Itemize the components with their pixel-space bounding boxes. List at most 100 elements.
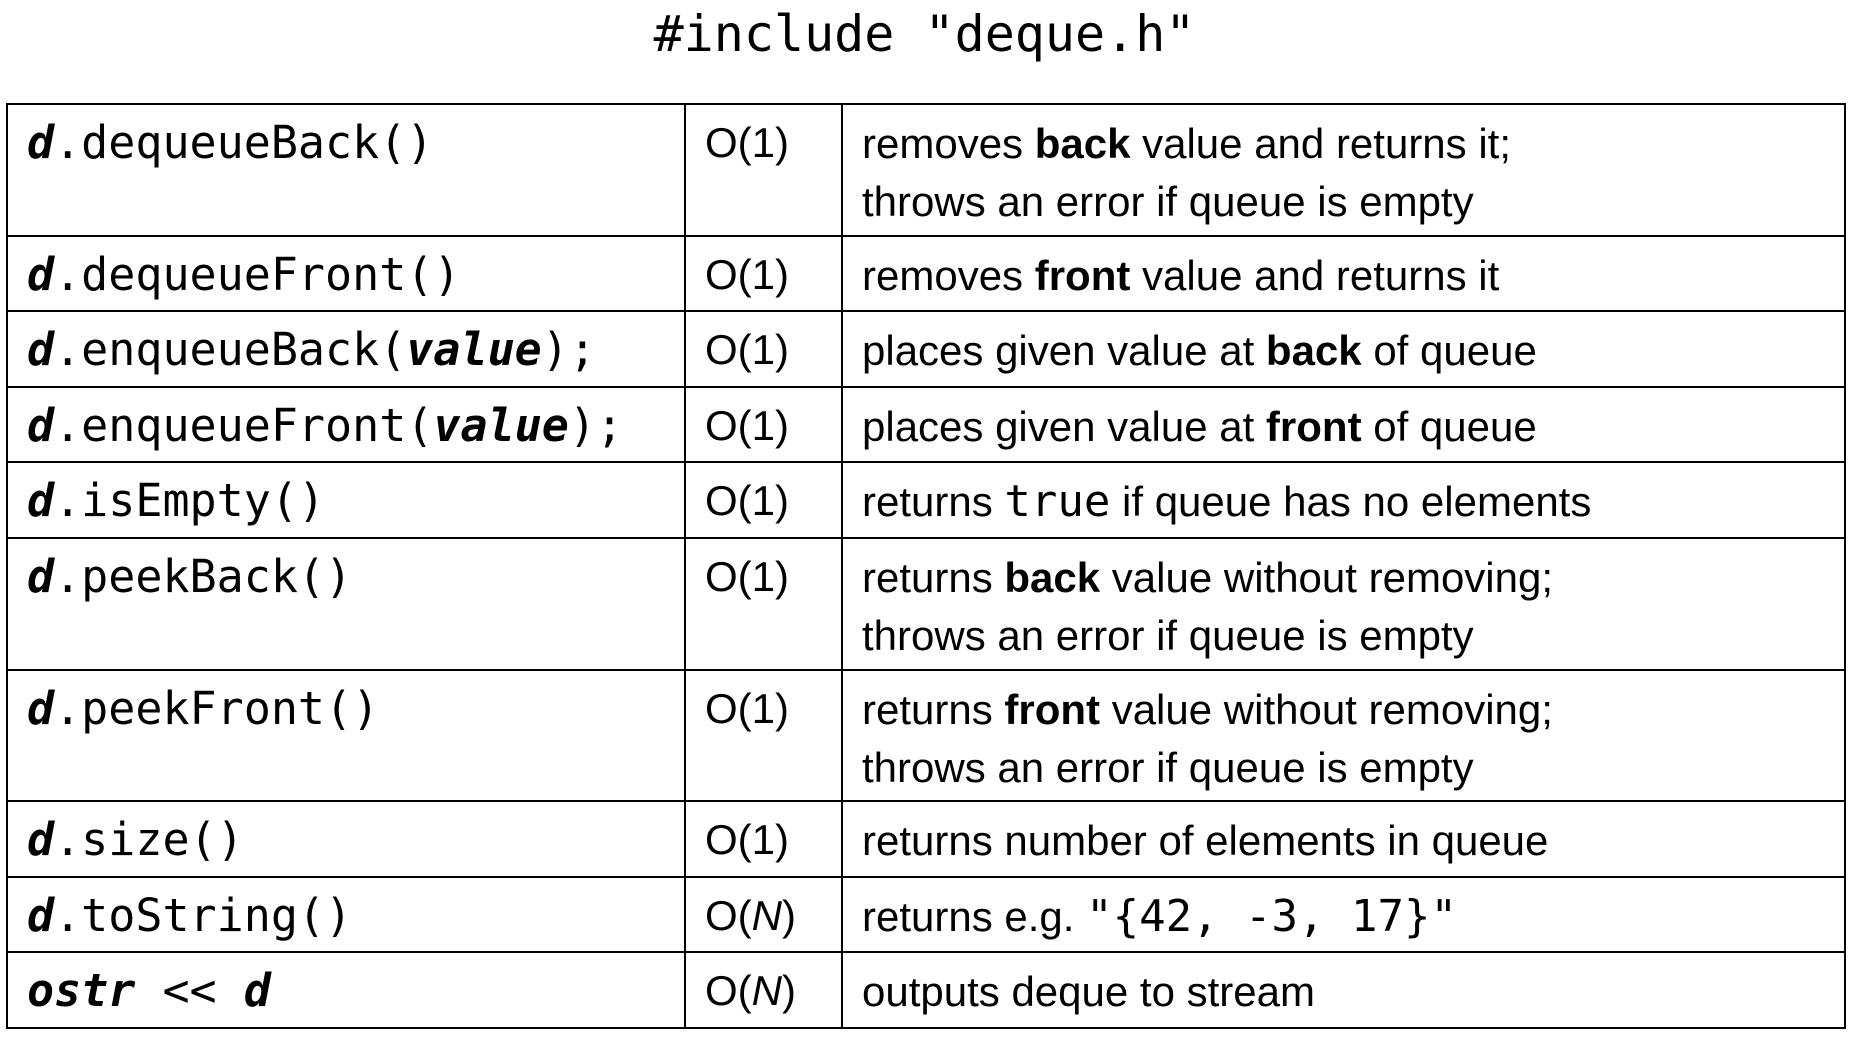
complexity-prefix: O(1 xyxy=(705,477,776,525)
method-cell: ostr << d xyxy=(6,951,686,1029)
complexity-n: N xyxy=(751,891,782,939)
object-name: d xyxy=(27,888,55,942)
method-cell: d.peekFront() xyxy=(6,668,686,803)
description-keyword: back xyxy=(1034,120,1131,167)
description-text: returns number of elements in queue xyxy=(862,817,1549,865)
method-argument: value xyxy=(433,398,569,452)
method-cell: d.dequeueBack() xyxy=(6,103,686,237)
table-row: d.dequeueFront() O(1) removes front valu… xyxy=(6,234,1846,313)
object-name: d xyxy=(27,323,55,377)
description-keyword: front xyxy=(1034,251,1131,299)
description-text-after: value and returns it xyxy=(1130,251,1500,299)
description-line-2: throws an error if queue is empty xyxy=(862,743,1474,791)
method-signature: .toString() xyxy=(54,888,353,942)
table-row: d.dequeueBack() O(1) removes back value … xyxy=(6,103,1846,237)
object-name: ostr xyxy=(27,964,136,1018)
description-cell: places given value at front of queue xyxy=(841,385,1846,464)
object-name: d xyxy=(27,247,55,301)
complexity-prefix: O(1 xyxy=(705,326,776,374)
complexity-prefix: O(1 xyxy=(705,250,776,298)
table-row: ostr << d O(N) outputs deque to stream xyxy=(6,951,1846,1029)
description-text-after: value and returns it; xyxy=(1130,120,1511,167)
description-cell: returns e.g. "{42, -3, 17}" xyxy=(841,875,1846,954)
complexity-cell: O(1) xyxy=(684,310,843,388)
method-signature: .size() xyxy=(54,813,244,867)
complexity-suffix: ) xyxy=(775,477,790,525)
object-name: d xyxy=(27,398,55,452)
table-row: d.isEmpty() O(1) returns true if queue h… xyxy=(6,461,1846,539)
description-text: places given value at xyxy=(862,327,1266,375)
description-text-after: of queue xyxy=(1361,327,1537,375)
complexity-suffix: ) xyxy=(775,552,790,600)
table-row: d.size() O(1) returns number of elements… xyxy=(6,800,1846,878)
object-name: d xyxy=(27,116,55,169)
complexity-cell: O(1) xyxy=(684,103,843,237)
description-cell: returns back value without removing; thro… xyxy=(841,536,1846,671)
method-cell: d.toString() xyxy=(6,875,686,954)
complexity-suffix: ) xyxy=(775,119,790,166)
table-row: d.toString() O(N) returns e.g. "{42, -3,… xyxy=(6,875,1846,954)
complexity-prefix: O(1 xyxy=(705,552,776,600)
complexity-prefix: O(1 xyxy=(705,684,776,732)
table-row: d.peekBack() O(1) returns back value wit… xyxy=(6,536,1846,671)
description-cell: removes front value and returns it xyxy=(841,234,1846,313)
complexity-suffix: ) xyxy=(775,401,790,449)
description-code: true xyxy=(1004,476,1111,528)
description-text-after: of queue xyxy=(1361,402,1537,450)
complexity-cell: O(N) xyxy=(684,951,843,1029)
description-text: returns xyxy=(862,553,1005,601)
complexity-prefix: O(1 xyxy=(705,119,776,166)
description-line-2: throws an error if queue is empty xyxy=(862,611,1474,659)
complexity-prefix: O( xyxy=(705,891,752,939)
complexity-prefix: O(1 xyxy=(705,816,776,864)
complexity-suffix: ) xyxy=(775,684,790,732)
method-signature: .peekFront() xyxy=(54,681,380,735)
complexity-cell: O(N) xyxy=(684,875,843,954)
description-text: returns xyxy=(862,478,1005,526)
object-name: d xyxy=(27,681,55,735)
object-name: d xyxy=(27,474,55,528)
object-name: d xyxy=(27,549,55,603)
method-signature: .isEmpty() xyxy=(54,474,326,528)
description-text: outputs deque to stream xyxy=(862,968,1315,1016)
complexity-cell: O(1) xyxy=(684,536,843,671)
method-argument: d xyxy=(243,964,271,1018)
complexity-n: N xyxy=(751,967,782,1015)
method-tail: ); xyxy=(541,323,596,377)
description-code: "{42, -3, 17}" xyxy=(1086,890,1457,942)
description-cell: removes back value and returns it; throws… xyxy=(841,103,1846,237)
description-text-after: value without removing; xyxy=(1100,685,1553,733)
description-cell: places given value at back of queue xyxy=(841,310,1846,388)
description-cell: returns true if queue has no elements xyxy=(841,461,1846,539)
complexity-cell: O(1) xyxy=(684,234,843,313)
description-line-2: throws an error if queue is empty xyxy=(862,178,1474,225)
description-keyword: front xyxy=(1004,685,1101,733)
method-cell: d.enqueueFront(value); xyxy=(6,385,686,464)
table-row: d.enqueueFront(value); O(1) places given… xyxy=(6,385,1846,464)
method-cell: d.dequeueFront() xyxy=(6,234,686,313)
description-text: returns e.g. xyxy=(862,892,1087,940)
method-cell: d.isEmpty() xyxy=(6,461,686,539)
complexity-suffix: ) xyxy=(775,816,790,864)
method-tail: ); xyxy=(568,398,624,452)
method-signature: .dequeueBack() xyxy=(54,116,434,169)
complexity-cell: O(1) xyxy=(684,668,843,803)
description-text: returns xyxy=(862,685,1005,733)
method-signature: .dequeueFront() xyxy=(54,247,461,301)
complexity-cell: O(1) xyxy=(684,461,843,539)
complexity-suffix: ) xyxy=(775,250,790,298)
complexity-suffix: ) xyxy=(782,891,796,939)
method-argument: value xyxy=(406,323,542,377)
description-text: places given value at xyxy=(862,402,1266,450)
description-text: removes xyxy=(862,120,1035,167)
complexity-prefix: O(1 xyxy=(705,401,776,449)
method-signature: .enqueueFront( xyxy=(54,398,434,452)
method-cell: d.enqueueBack(value); xyxy=(6,310,686,388)
description-cell: returns front value without removing; thr… xyxy=(841,668,1846,803)
complexity-cell: O(1) xyxy=(684,385,843,464)
method-signature: << xyxy=(135,964,244,1018)
complexity-cell: O(1) xyxy=(684,800,843,878)
method-cell: d.peekBack() xyxy=(6,536,686,671)
method-cell: d.size() xyxy=(6,800,686,878)
complexity-prefix: O( xyxy=(705,967,752,1015)
